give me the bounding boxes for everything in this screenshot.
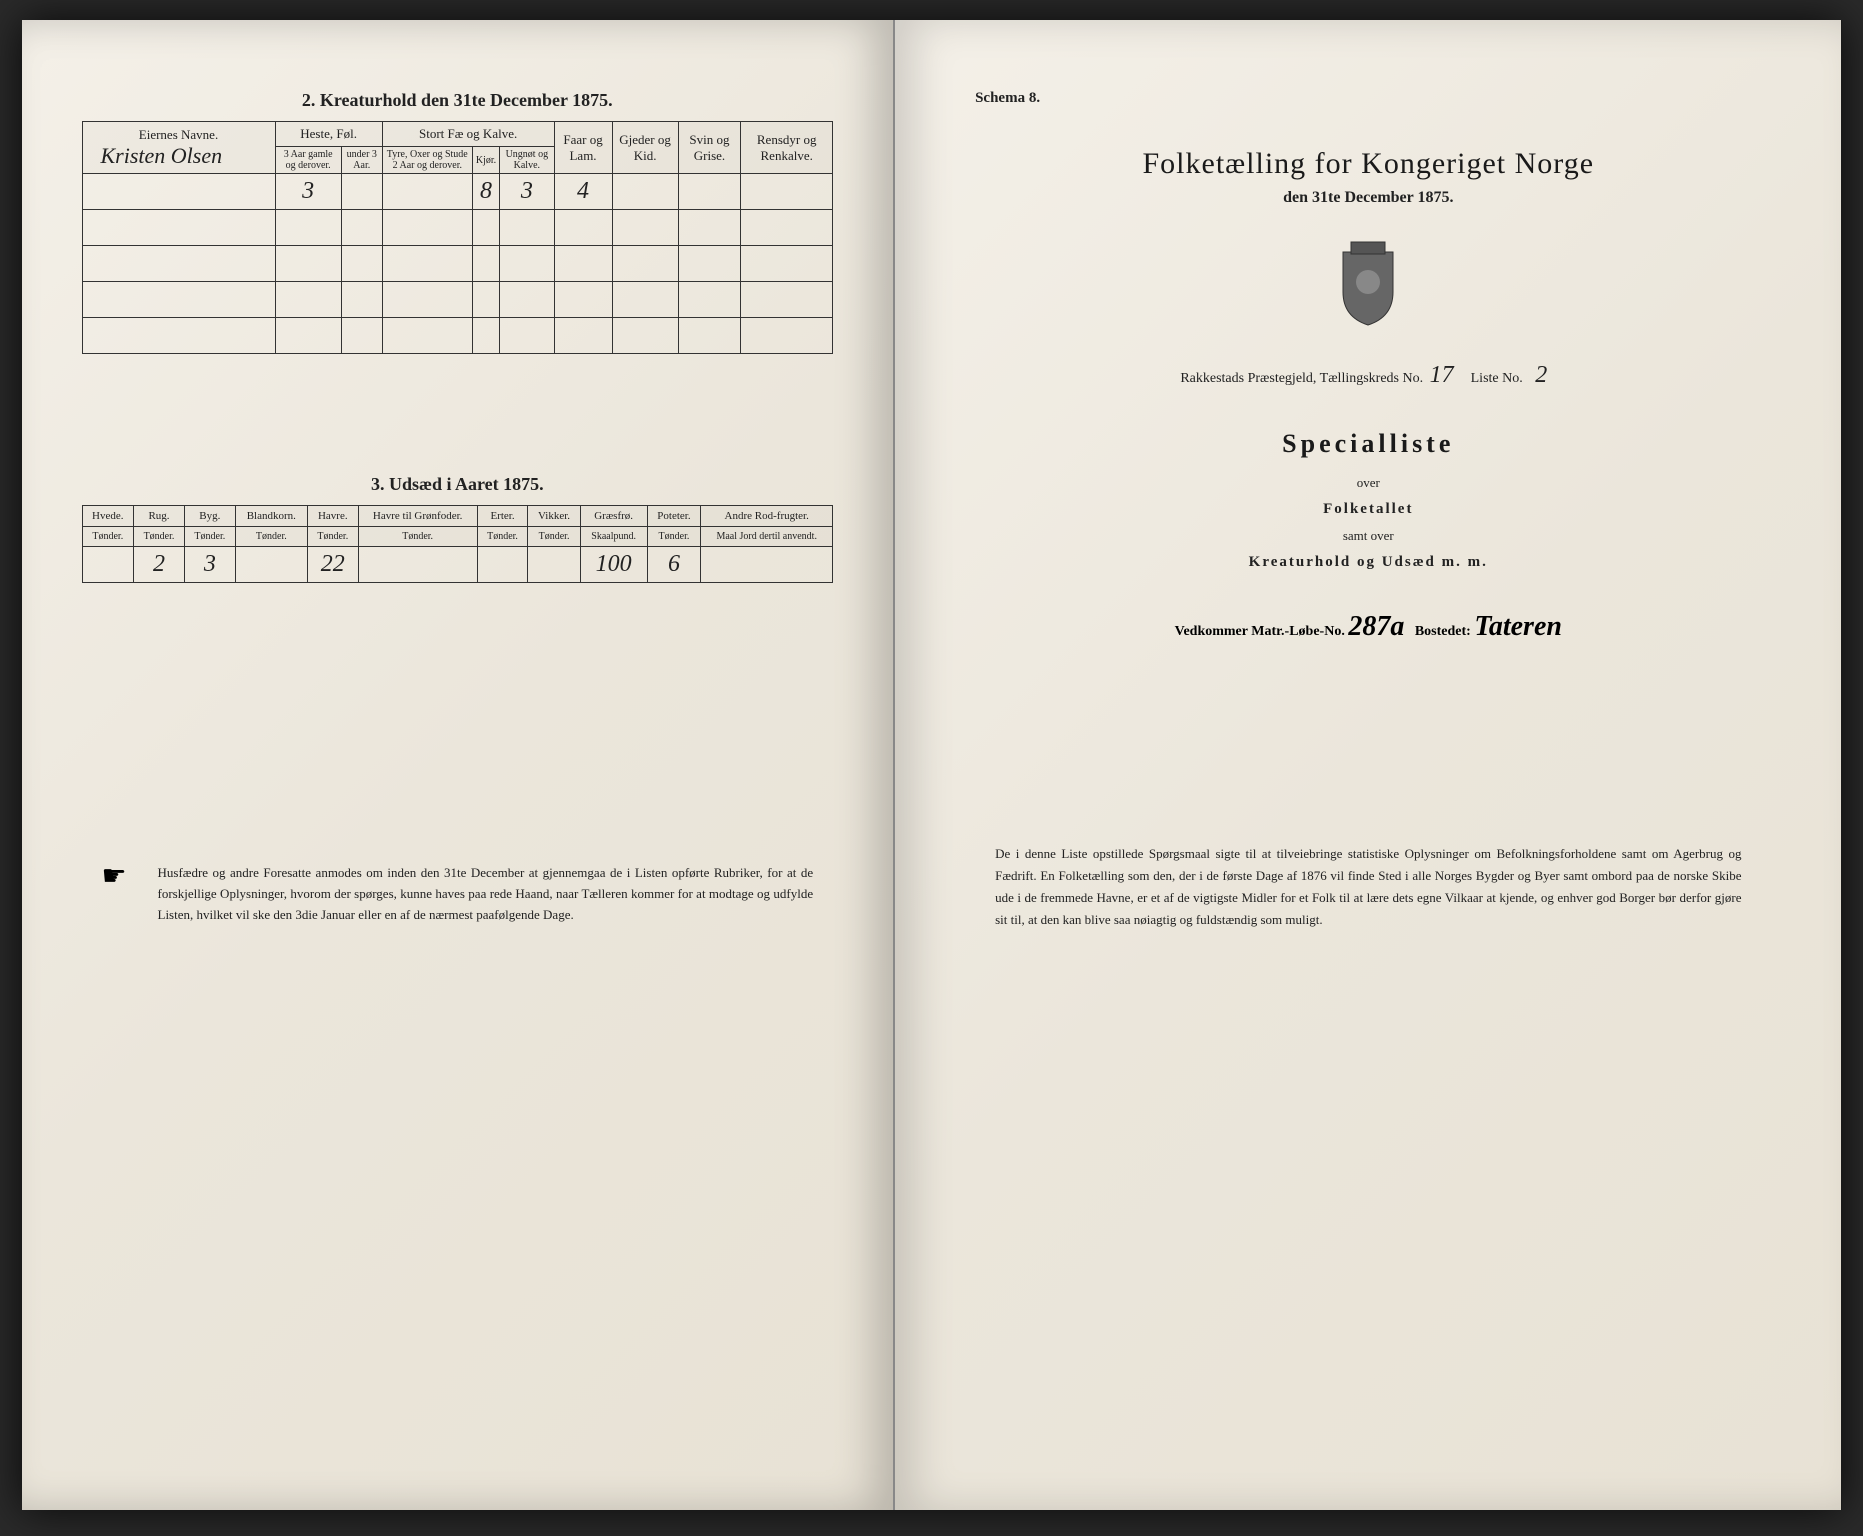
h2-sub: under 3 Aar. (341, 147, 382, 174)
right-page: Schema 8. Folketælling for Kongeriget No… (895, 20, 1841, 1510)
bosted-label: Bostedet: (1415, 624, 1471, 639)
svin-header: Svin og Grise. (678, 122, 741, 174)
table-row (82, 246, 833, 282)
cell-h1: 3 (275, 174, 341, 210)
lobe-prefix: Vedkommer Matr.-Løbe-No. (1175, 624, 1345, 639)
page-title: Folketælling for Kongeriget Norge (975, 147, 1761, 181)
s2-sub: Kjør. (472, 147, 499, 174)
col-unit: Tønder. (235, 527, 307, 547)
cell-gjeder (612, 174, 678, 210)
table-row: 23 22 1006 (82, 547, 833, 583)
table-row (82, 210, 833, 246)
col-unit: Tønder. (477, 527, 528, 547)
table-row (82, 282, 833, 318)
cell-ren (741, 174, 833, 210)
schema-label: Schema 8. (975, 90, 1761, 107)
col-unit: Tønder. (307, 527, 358, 547)
cell-value: 100 (580, 547, 647, 583)
spec-over: over (975, 475, 1761, 491)
pointing-hand-icon: ☛ (102, 863, 142, 891)
col-header: Hvede. (82, 506, 134, 527)
col-unit: Skaalpund. (580, 527, 647, 547)
col-header: Byg. (184, 506, 235, 527)
spec-samt: samt over (975, 528, 1761, 544)
lobe-no: 287a (1348, 611, 1404, 643)
cell-value (235, 547, 307, 583)
cell-value (358, 547, 477, 583)
spec-title: Specialliste (975, 429, 1761, 459)
spec-kreatur: Kreaturhold og Udsæd m. m. (975, 554, 1761, 571)
faar-header: Faar og Lam. (554, 122, 612, 174)
cell-svin (678, 174, 741, 210)
col-unit: Tønder. (184, 527, 235, 547)
table-row: 3 8 3 4 (82, 174, 833, 210)
page-subtitle: den 31te December 1875. (975, 189, 1761, 207)
cell-faar: 4 (554, 174, 612, 210)
footnote-text: Husfædre og andre Foresatte anmodes om i… (158, 863, 814, 925)
owner-name: Kristen Olsen (89, 143, 269, 169)
cell-s2: 8 (472, 174, 499, 210)
col-header: Vikker. (528, 506, 580, 527)
col-header: Poteter. (647, 506, 701, 527)
right-footnote: De i denne Liste opstillede Spørgsmaal s… (975, 843, 1761, 931)
liste-no: 2 (1526, 362, 1556, 389)
table2-title: 2. Kreaturhold den 31te December 1875. (82, 90, 834, 111)
census-book-spread: 2. Kreaturhold den 31te December 1875. E… (22, 20, 1842, 1510)
col-unit: Tønder. (528, 527, 580, 547)
col-header: Havre. (307, 506, 358, 527)
h1-sub: 3 Aar gamle og derover. (275, 147, 341, 174)
cell-s1 (382, 174, 472, 210)
cell-value: 6 (647, 547, 701, 583)
cell-value: 22 (307, 547, 358, 583)
left-page: 2. Kreaturhold den 31te December 1875. E… (22, 20, 896, 1510)
col-header: Erter. (477, 506, 528, 527)
table3-title: 3. Udsæd i Aaret 1875. (82, 474, 834, 495)
district-prefix: Rakkestads Præstegjeld, Tællingskreds No… (1180, 371, 1423, 386)
cell-h2 (341, 174, 382, 210)
cell-value: 2 (134, 547, 185, 583)
s1-sub: Tyre, Oxer og Stude 2 Aar og derover. (382, 147, 472, 174)
storfae-header: Stort Fæ og Kalve. (382, 122, 554, 147)
kreds-no: 17 (1427, 362, 1457, 389)
table-units-row: Tønder.Tønder.Tønder.Tønder.Tønder.Tønde… (82, 527, 833, 547)
ren-header: Rensdyr og Renkalve. (741, 122, 833, 174)
col-header: Andre Rod-frugter. (701, 506, 833, 527)
lobe-line: Vedkommer Matr.-Løbe-No. 287a Bostedet: … (975, 611, 1761, 643)
cell-s3: 3 (500, 174, 554, 210)
table-header-row: Hvede.Rug.Byg.Blandkorn.Havre.Havre til … (82, 506, 833, 527)
liste-label: Liste No. (1471, 371, 1523, 386)
col-unit: Tønder. (358, 527, 477, 547)
cell-value (528, 547, 580, 583)
col-header: Blandkorn. (235, 506, 307, 527)
heste-header: Heste, Føl. (275, 122, 382, 147)
seed-table: Hvede.Rug.Byg.Blandkorn.Havre.Havre til … (82, 505, 834, 583)
s3-sub: Ungnøt og Kalve. (500, 147, 554, 174)
col-header: Rug. (134, 506, 185, 527)
district-line: Rakkestads Præstegjeld, Tællingskreds No… (975, 362, 1761, 389)
livestock-table: Eiernes Navne. Kristen Olsen Heste, Føl.… (82, 121, 834, 354)
cell-value (477, 547, 528, 583)
specialliste-block: Specialliste over Folketallet samt over … (975, 429, 1761, 571)
col-unit: Tønder. (647, 527, 701, 547)
col-header: Græsfrø. (580, 506, 647, 527)
spec-folketallet: Folketallet (975, 501, 1761, 518)
col-unit: Tønder. (134, 527, 185, 547)
owner-header: Eiernes Navne. Kristen Olsen (82, 122, 275, 174)
col-unit: Tønder. (82, 527, 134, 547)
bosted-value: Tateren (1474, 611, 1562, 643)
col-unit: Maal Jord dertil anvendt. (701, 527, 833, 547)
col-header: Havre til Grønfoder. (358, 506, 477, 527)
cell-value (82, 547, 134, 583)
cell-value (701, 547, 833, 583)
coat-of-arms-icon (975, 237, 1761, 332)
cell-value: 3 (184, 547, 235, 583)
left-footnote: ☛ Husfædre og andre Foresatte anmodes om… (82, 863, 834, 925)
table-row (82, 318, 833, 354)
gjeder-header: Gjeder og Kid. (612, 122, 678, 174)
